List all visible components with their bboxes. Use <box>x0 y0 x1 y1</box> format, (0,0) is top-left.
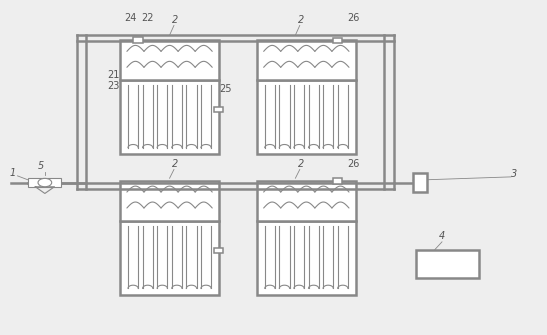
Bar <box>28 178 61 187</box>
Text: 2: 2 <box>298 15 304 25</box>
Bar <box>133 37 143 43</box>
Bar <box>120 80 219 154</box>
Bar <box>214 248 223 253</box>
Bar <box>120 181 219 221</box>
Bar <box>257 40 356 80</box>
Bar <box>334 38 342 43</box>
Bar <box>257 181 356 221</box>
Bar <box>416 250 479 278</box>
Text: 23: 23 <box>107 81 120 91</box>
Text: 26: 26 <box>347 13 360 23</box>
Text: 21: 21 <box>107 70 120 80</box>
Bar <box>413 174 427 192</box>
Text: 25: 25 <box>219 84 231 94</box>
Text: 22: 22 <box>141 13 154 23</box>
Text: 24: 24 <box>125 13 137 23</box>
Text: 3: 3 <box>511 169 517 179</box>
Bar <box>214 107 223 112</box>
Circle shape <box>38 178 51 187</box>
Text: 4: 4 <box>439 231 445 241</box>
Text: 2: 2 <box>298 159 304 169</box>
Text: 26: 26 <box>347 159 360 169</box>
Bar <box>120 40 219 80</box>
Bar <box>120 221 219 295</box>
Text: 2: 2 <box>172 15 178 25</box>
Text: 1: 1 <box>10 168 16 178</box>
Bar <box>257 221 356 295</box>
Bar <box>334 178 342 184</box>
Text: 2: 2 <box>172 159 178 169</box>
Bar <box>257 80 356 154</box>
Text: 5: 5 <box>38 161 44 171</box>
